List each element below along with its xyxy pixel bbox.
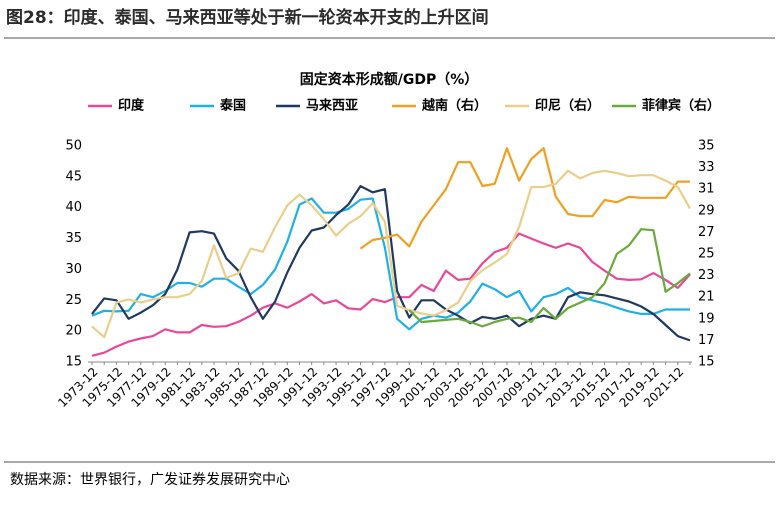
y2-tick-label: 31 xyxy=(698,182,715,197)
y-tick-label: 35 xyxy=(65,231,82,246)
series-line xyxy=(91,185,691,342)
series-line xyxy=(408,228,691,328)
page-title: 图28：印度、泰国、马来西亚等处于新一轮资本开支的上升区间 xyxy=(6,7,489,28)
y-tick-label: 30 xyxy=(65,262,82,277)
y2-tick-label: 33 xyxy=(698,160,715,175)
y2-tick-label: 15 xyxy=(698,355,715,370)
y2-tick-label: 23 xyxy=(698,268,715,283)
y-tick-label: 45 xyxy=(65,169,82,184)
y2-tick-label: 29 xyxy=(698,203,715,218)
y2-tick-label: 21 xyxy=(698,290,715,305)
chart-title: 固定资本形成额/GDP（%） xyxy=(300,71,479,88)
y2-tick-label: 19 xyxy=(698,311,715,326)
source: 数据来源：世界银行，广发证券发展研究中心 xyxy=(10,472,290,488)
y-tick-label: 20 xyxy=(65,324,82,339)
legend-label: 菲律宾（右） xyxy=(642,98,720,114)
y2-tick-label: 35 xyxy=(698,139,715,154)
series-line xyxy=(91,232,691,357)
legend-label: 印度 xyxy=(118,98,145,114)
legend-label: 泰国 xyxy=(219,98,246,114)
series-line xyxy=(91,169,691,339)
y-tick-label: 50 xyxy=(65,139,82,154)
y-tick-label: 25 xyxy=(65,293,82,308)
y2-tick-label: 17 xyxy=(698,333,715,348)
series-line xyxy=(91,197,690,331)
y2-tick-label: 27 xyxy=(698,225,715,240)
legend-label: 越南（右） xyxy=(421,98,487,114)
legend-label: 马来西亚 xyxy=(306,98,358,114)
series-line xyxy=(359,147,690,250)
y-tick-label: 15 xyxy=(65,355,82,370)
y-tick-label: 40 xyxy=(65,200,82,215)
legend-label: 印尼（右） xyxy=(535,98,600,114)
y2-tick-label: 25 xyxy=(698,247,715,262)
